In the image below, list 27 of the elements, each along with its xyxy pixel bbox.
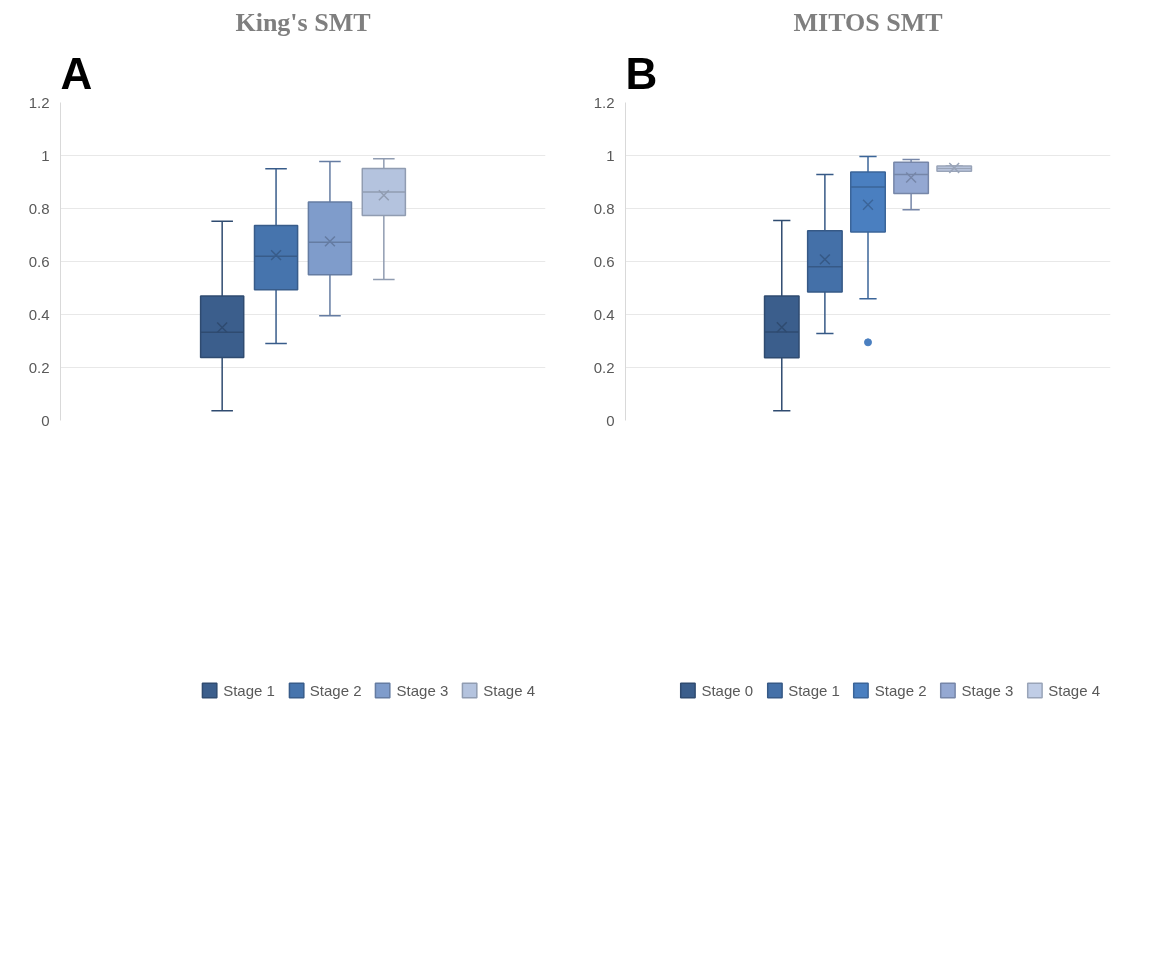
- legend-label: Stage 0: [701, 681, 754, 699]
- y-tick-label: 1.2: [593, 93, 615, 111]
- y-tick-label: 0: [606, 411, 615, 429]
- legend-label: Stage 2: [309, 681, 362, 699]
- y-tick-label: 0.6: [593, 252, 615, 270]
- legend-label: Stage 3: [961, 681, 1014, 699]
- legend-label: Stage 4: [1048, 681, 1100, 699]
- chart-title: MITOS SMT: [793, 7, 943, 37]
- y-tick-label: 1: [41, 146, 50, 164]
- y-tick-label: 0.8: [593, 199, 615, 217]
- y-tick-label: 1.2: [28, 93, 50, 111]
- y-tick-label: 0.2: [593, 358, 615, 376]
- text: B: [625, 48, 658, 98]
- y-tick-label: 0.4: [28, 305, 50, 323]
- y-tick-label: 1: [606, 146, 615, 164]
- text: A: [60, 48, 93, 98]
- legend-label: Stage 1: [788, 681, 840, 699]
- y-tick-label: 0.8: [28, 199, 50, 217]
- legend-label: Stage 3: [396, 681, 449, 699]
- y-tick-label: 0.4: [593, 305, 615, 323]
- legend-label: Stage 1: [223, 681, 275, 699]
- y-tick-label: 0.6: [28, 252, 50, 270]
- y-tick-label: 0: [41, 411, 50, 429]
- legend-label: Stage 2: [874, 681, 927, 699]
- legend-label: Stage 4: [483, 681, 535, 699]
- chart-title: King's SMT: [235, 7, 371, 37]
- y-tick-label: 0.2: [28, 358, 50, 376]
